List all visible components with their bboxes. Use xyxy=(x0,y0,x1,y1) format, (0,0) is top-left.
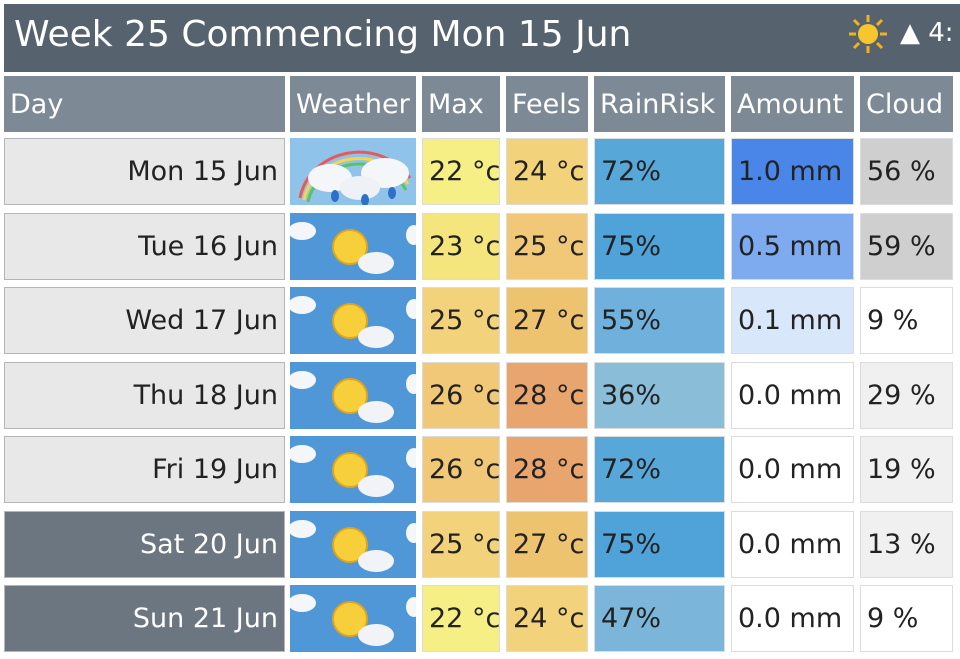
data-cell: 72% xyxy=(594,436,725,503)
data-cell: 27 °c xyxy=(506,287,588,354)
column-header: Amount xyxy=(731,76,854,132)
data-cell: 75% xyxy=(594,212,725,280)
data-cell: 13 % xyxy=(860,510,953,578)
data-cell: 0.0 mm xyxy=(731,510,854,578)
data-cell: 55% xyxy=(594,287,725,354)
data-cell: 36% xyxy=(594,361,725,429)
data-cell: 24 °c xyxy=(506,138,588,205)
data-cell: 25 °c xyxy=(506,212,588,280)
data-cell: 47% xyxy=(594,585,725,652)
data-cell: 9 % xyxy=(860,585,953,652)
data-cell: 28 °c xyxy=(506,436,588,503)
column-header: Feels xyxy=(506,76,588,132)
weather-icon xyxy=(290,287,416,354)
title-bar xyxy=(4,4,960,72)
column-header: RainRisk xyxy=(594,76,725,132)
data-cell: 25 °c xyxy=(422,287,500,354)
column-header: Max xyxy=(422,76,500,132)
data-cell: 26 °c xyxy=(422,436,500,503)
weather-icon xyxy=(290,510,416,578)
day-cell: Fri 19 Jun xyxy=(4,436,285,503)
data-cell: 25 °c xyxy=(422,510,500,578)
day-cell: Sat 20 Jun xyxy=(4,510,285,578)
data-cell: 0.5 mm xyxy=(731,212,854,280)
day-cell: Mon 15 Jun xyxy=(4,138,285,205)
day-cell: Sun 21 Jun xyxy=(4,585,285,652)
status-text: ▲ 4: xyxy=(900,18,954,48)
data-cell: 72% xyxy=(594,138,725,205)
weather-icon xyxy=(290,212,416,280)
day-cell: Tue 16 Jun xyxy=(4,212,285,280)
data-cell: 59 % xyxy=(860,212,953,280)
weather-icon xyxy=(290,138,416,205)
title: Week 25 Commencing Mon 15 Jun xyxy=(14,14,632,55)
weather-icon xyxy=(290,585,416,652)
data-cell: 9 % xyxy=(860,287,953,354)
data-cell: 22 °c xyxy=(422,585,500,652)
column-header: Day xyxy=(4,76,285,132)
weather-icon xyxy=(290,436,416,503)
data-cell: 23 °c xyxy=(422,212,500,280)
data-cell: 22 °c xyxy=(422,138,500,205)
data-cell: 19 % xyxy=(860,436,953,503)
day-cell: Thu 18 Jun xyxy=(4,361,285,429)
column-header: Cloud xyxy=(860,76,953,132)
weather-icon xyxy=(290,361,416,429)
data-cell: 0.0 mm xyxy=(731,436,854,503)
data-cell: 26 °c xyxy=(422,361,500,429)
data-cell: 28 °c xyxy=(506,361,588,429)
data-cell: 27 °c xyxy=(506,510,588,578)
data-cell: 56 % xyxy=(860,138,953,205)
data-cell: 24 °c xyxy=(506,585,588,652)
sun-icon xyxy=(849,15,887,53)
data-cell: 29 % xyxy=(860,361,953,429)
day-cell: Wed 17 Jun xyxy=(4,287,285,354)
column-header: Weather xyxy=(290,76,416,132)
data-cell: 0.0 mm xyxy=(731,361,854,429)
data-cell: 0.0 mm xyxy=(731,585,854,652)
data-cell: 75% xyxy=(594,510,725,578)
data-cell: 1.0 mm xyxy=(731,138,854,205)
data-cell: 0.1 mm xyxy=(731,287,854,354)
